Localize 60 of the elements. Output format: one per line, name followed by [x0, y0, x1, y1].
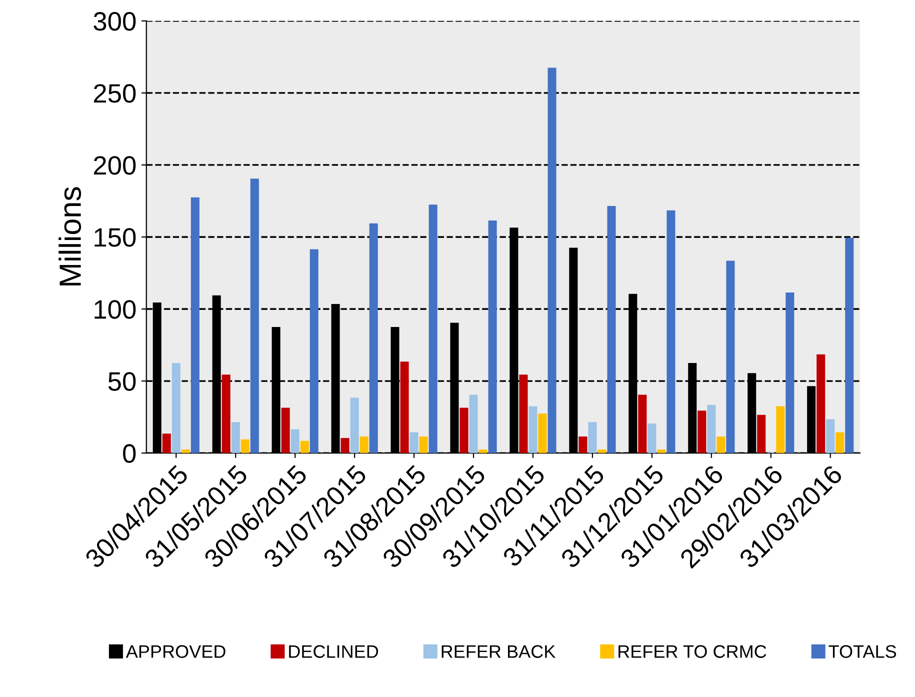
y-tick-label: 100 — [94, 300, 136, 319]
bar — [428, 204, 438, 454]
legend-label: TOTALS — [828, 645, 896, 658]
bar — [181, 449, 190, 454]
bar — [231, 422, 240, 454]
bar — [657, 449, 666, 454]
bar — [826, 419, 835, 454]
bar — [300, 440, 309, 454]
bar — [222, 374, 230, 454]
bar — [578, 436, 588, 454]
legend-label: APPROVED — [126, 645, 226, 658]
bar — [250, 178, 259, 454]
y-tick-label: 250 — [94, 84, 136, 103]
bar — [538, 413, 547, 454]
bar — [607, 206, 616, 454]
bar — [776, 406, 785, 454]
bar — [588, 422, 597, 454]
bar — [360, 436, 368, 454]
y-axis-title: Millions — [58, 187, 82, 286]
bar — [598, 449, 606, 454]
bar — [519, 374, 528, 454]
bar — [172, 363, 180, 454]
y-tick-label: 50 — [108, 372, 136, 391]
bar — [469, 394, 478, 454]
y-tick-label: 150 — [94, 228, 136, 247]
bar — [310, 249, 318, 454]
bar — [836, 432, 844, 454]
y-tick-label: 0 — [123, 444, 136, 463]
bar — [190, 197, 200, 454]
legend-label: REFER BACK — [442, 645, 556, 658]
bar — [757, 414, 766, 454]
bar — [340, 438, 350, 454]
bar — [369, 223, 378, 454]
y-tick-label: 300 — [94, 12, 136, 31]
bar — [460, 408, 468, 454]
bar — [816, 354, 826, 454]
bar — [845, 238, 854, 454]
bar — [419, 436, 428, 454]
bar — [290, 429, 300, 454]
bar — [716, 436, 726, 454]
bar — [528, 406, 538, 454]
y-tick-label: 200 — [94, 156, 136, 175]
legend-label: REFER TO CRMC — [618, 645, 766, 658]
bar — [786, 292, 794, 454]
bar — [410, 432, 418, 454]
bar — [726, 260, 735, 454]
bar — [648, 424, 656, 454]
bar — [281, 408, 290, 454]
bar — [548, 68, 556, 454]
bar — [698, 410, 706, 454]
bar — [240, 439, 250, 454]
legend-label: DECLINED — [289, 645, 378, 658]
bar — [488, 220, 497, 454]
bar — [707, 404, 716, 454]
bar — [400, 362, 409, 454]
bar — [638, 394, 647, 454]
bar — [162, 434, 171, 454]
bar — [478, 449, 488, 454]
bar — [666, 210, 676, 454]
bar — [350, 398, 359, 454]
